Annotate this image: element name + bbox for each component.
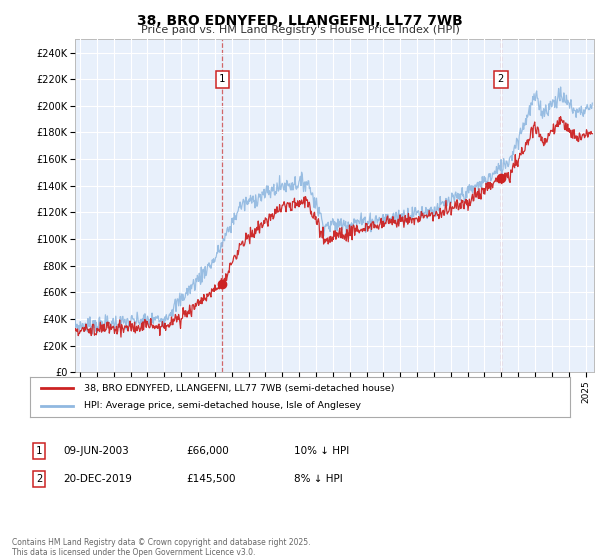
Text: 1: 1 (219, 74, 226, 84)
Text: £145,500: £145,500 (186, 474, 235, 484)
Text: 20-DEC-2019: 20-DEC-2019 (63, 474, 132, 484)
Text: HPI: Average price, semi-detached house, Isle of Anglesey: HPI: Average price, semi-detached house,… (84, 402, 361, 410)
Text: 10% ↓ HPI: 10% ↓ HPI (294, 446, 349, 456)
Text: Price paid vs. HM Land Registry's House Price Index (HPI): Price paid vs. HM Land Registry's House … (140, 25, 460, 35)
Text: 8% ↓ HPI: 8% ↓ HPI (294, 474, 343, 484)
Text: 2: 2 (497, 74, 504, 84)
Text: 1: 1 (36, 446, 42, 456)
Text: Contains HM Land Registry data © Crown copyright and database right 2025.
This d: Contains HM Land Registry data © Crown c… (12, 538, 311, 557)
Text: 2: 2 (36, 474, 42, 484)
Text: 09-JUN-2003: 09-JUN-2003 (63, 446, 129, 456)
Text: 38, BRO EDNYFED, LLANGEFNI, LL77 7WB (semi-detached house): 38, BRO EDNYFED, LLANGEFNI, LL77 7WB (se… (84, 384, 395, 393)
Text: 38, BRO EDNYFED, LLANGEFNI, LL77 7WB: 38, BRO EDNYFED, LLANGEFNI, LL77 7WB (137, 14, 463, 28)
Text: £66,000: £66,000 (186, 446, 229, 456)
